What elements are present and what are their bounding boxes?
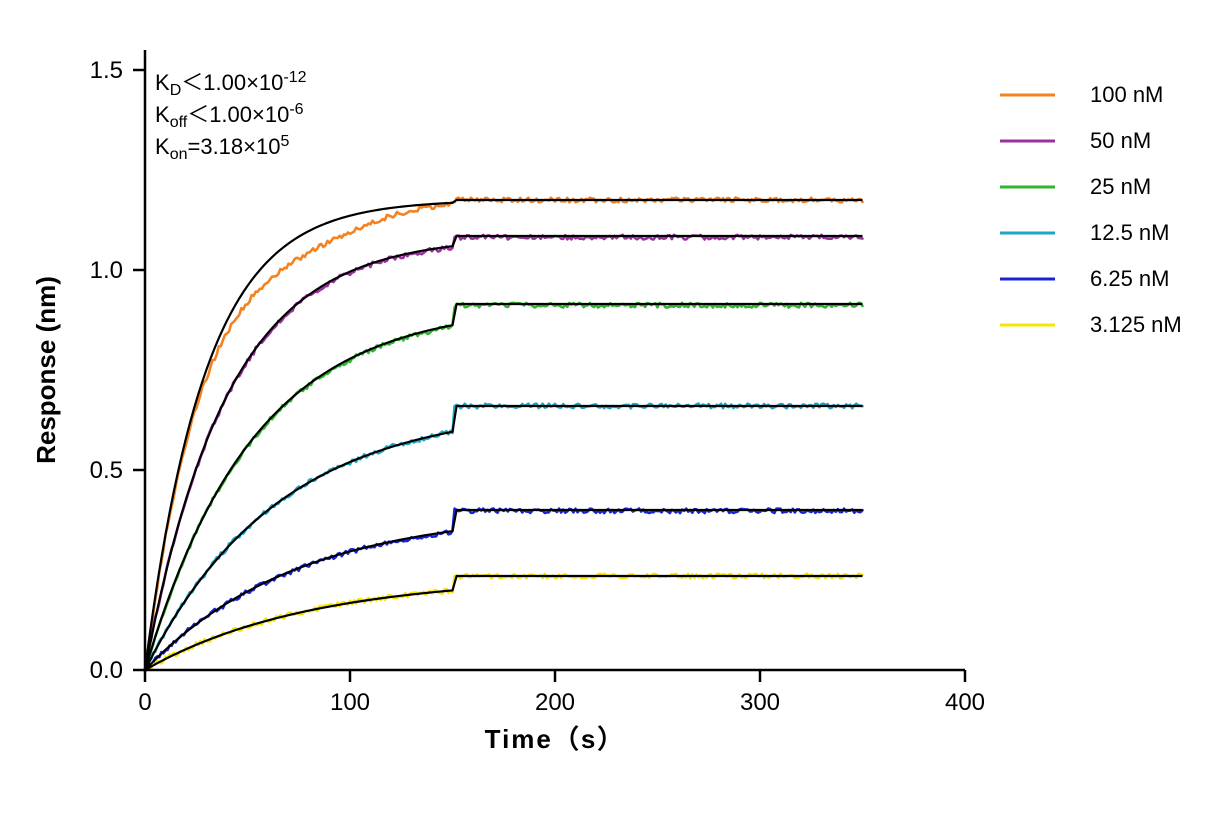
- y-tick-label: 0.0: [90, 657, 123, 684]
- kinetics-chart: 0 100 200 300 400 0.0 0.5 1.0 1.5 Time（s） Response…: [0, 0, 1232, 825]
- legend-label: 100 nM: [1090, 82, 1163, 107]
- legend-label: 25 nM: [1090, 174, 1151, 199]
- x-tick-label: 300: [740, 689, 780, 716]
- legend-label: 6.25 nM: [1090, 266, 1170, 291]
- chart-svg: 0 100 200 300 400 0.0 0.5 1.0 1.5 Time（s） Response…: [0, 0, 1232, 825]
- x-tick-label: 100: [330, 689, 370, 716]
- x-tick-label: 200: [535, 689, 575, 716]
- x-tick-label: 400: [945, 689, 985, 716]
- x-axis-label: Time（s）: [485, 724, 626, 754]
- y-axis-label: Response (nm): [31, 276, 61, 464]
- y-tick-label: 1.0: [90, 257, 123, 284]
- legend-label: 3.125 nM: [1090, 312, 1182, 337]
- legend-label: 12.5 nM: [1090, 220, 1170, 245]
- x-tick-label: 0: [138, 689, 151, 716]
- y-tick-label: 1.5: [90, 57, 123, 84]
- y-tick-label: 0.5: [90, 457, 123, 484]
- legend-label: 50 nM: [1090, 128, 1151, 153]
